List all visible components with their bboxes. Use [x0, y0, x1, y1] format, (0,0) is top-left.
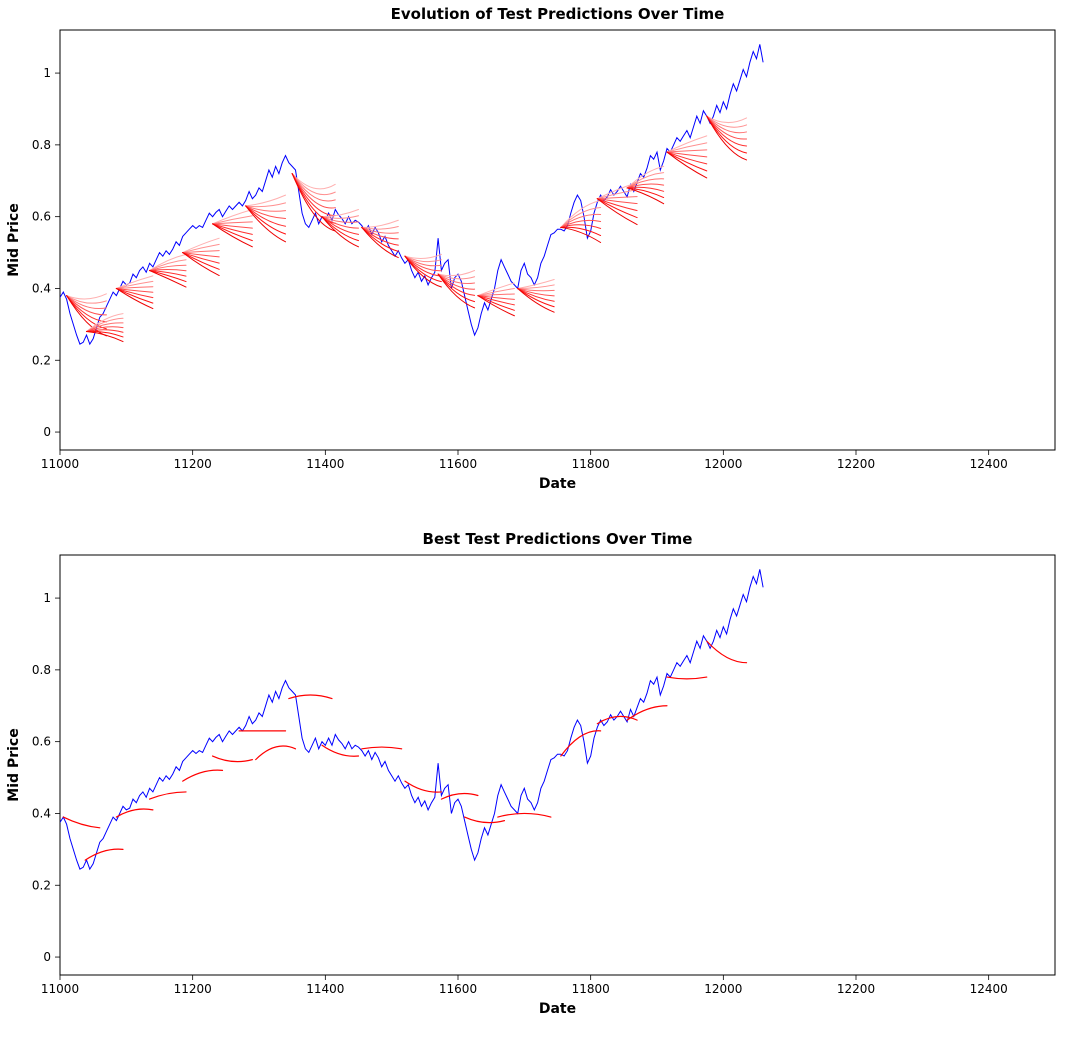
ytick-label: 0	[43, 950, 51, 964]
xtick-label: 11800	[572, 457, 610, 471]
xtick-label: 11600	[439, 457, 477, 471]
ytick-label: 0.8	[32, 663, 51, 677]
ytick-label: 0.4	[32, 281, 51, 295]
y-axis-label: Mid Price	[6, 203, 22, 276]
axes-box	[60, 555, 1055, 975]
ytick-label: 0.2	[32, 878, 51, 892]
xtick-label: 11600	[439, 982, 477, 996]
ytick-label: 0	[43, 425, 51, 439]
ytick-label: 0.8	[32, 138, 51, 152]
xtick-label: 11200	[174, 982, 212, 996]
axes-box	[60, 30, 1055, 450]
x-axis-label: Date	[539, 476, 576, 492]
figure-svg: 11000 11200 11400 11600 11800 12000 12200 12400…	[0, 0, 1067, 1051]
ytick-label: 0.4	[32, 806, 51, 820]
xtick-label: 11800	[572, 982, 610, 996]
xtick-label: 12400	[970, 982, 1008, 996]
xtick-label: 11200	[174, 457, 212, 471]
figure-page: 11000 11200 11400 11600 11800 12000 12200 12400…	[0, 0, 1067, 1051]
xtick-label: 11400	[306, 982, 344, 996]
xtick-label: 12000	[704, 457, 742, 471]
ytick-label: 1	[43, 591, 51, 605]
xtick-label: 11400	[306, 457, 344, 471]
xtick-label: 12200	[837, 982, 875, 996]
ytick-label: 1	[43, 66, 51, 80]
xtick-label: 12200	[837, 457, 875, 471]
chart-title: Best Test Predictions Over Time	[423, 530, 693, 548]
ytick-label: 0.6	[32, 210, 51, 224]
xtick-label: 12400	[970, 457, 1008, 471]
xtick-label: 12000	[704, 982, 742, 996]
y-axis-label: Mid Price	[6, 728, 22, 801]
ytick-label: 0.6	[32, 735, 51, 749]
ytick-label: 0.2	[32, 353, 51, 367]
xtick-label: 11000	[41, 457, 79, 471]
xtick-label: 11000	[41, 982, 79, 996]
chart-title: Evolution of Test Predictions Over Time	[391, 5, 725, 23]
x-axis-label: Date	[539, 1001, 576, 1017]
